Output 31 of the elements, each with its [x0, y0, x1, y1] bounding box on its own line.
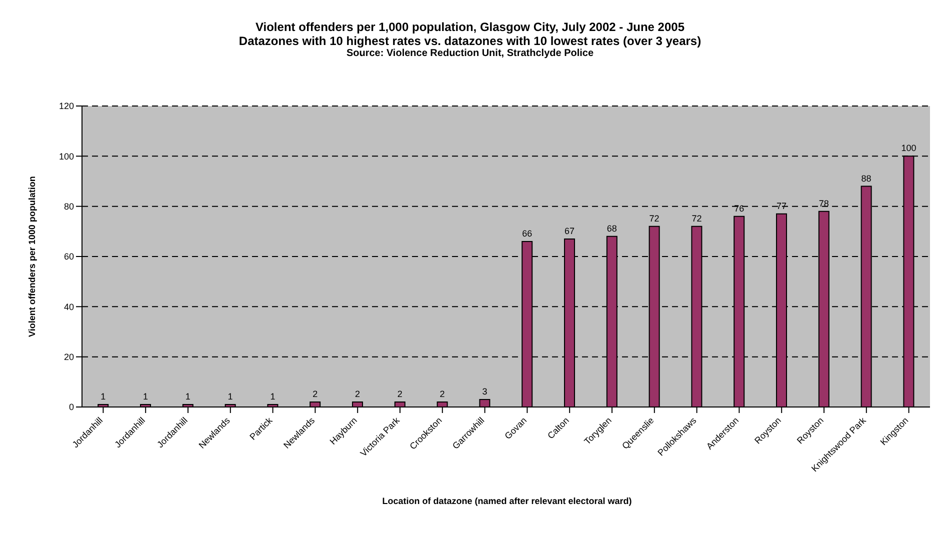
x-axis-title: Location of datazone (named after relevant electoral ward): [381, 496, 633, 506]
data-label: 2: [312, 388, 318, 399]
data-label: 1: [100, 391, 106, 402]
data-label: 67: [564, 226, 575, 236]
chart-subtitle: Datazones with 10 highest rates vs. datazones with 10 lowest rates (over 3 years): [238, 34, 702, 48]
data-label: 1: [228, 391, 233, 402]
y-tick-label: 20: [64, 352, 74, 362]
y-axis-title: Violent offenders per 1000 population: [27, 176, 38, 337]
y-tick-label: 120: [58, 101, 74, 112]
data-label: 2: [397, 388, 402, 399]
data-label: 1: [185, 391, 190, 402]
data-label: 1: [270, 391, 276, 402]
data-label: 2: [355, 388, 360, 399]
data-label: 76: [734, 203, 744, 214]
data-label: 100: [901, 143, 916, 154]
source-note: Source: Violence Reduction Unit, Strathclyde Police: [345, 48, 595, 59]
data-label: 72: [692, 213, 702, 224]
data-label: 2: [440, 388, 445, 399]
data-label: 3: [482, 386, 488, 396]
data-label: 68: [606, 223, 617, 234]
y-tick-label: 60: [64, 252, 74, 262]
data-label: 72: [649, 213, 660, 224]
chart-title: Violent offenders per 1,000 population, Glasgow City, July 2002 - June 2005: [254, 20, 686, 34]
data-label: 66: [522, 228, 532, 238]
y-tick-label: 0: [68, 402, 74, 412]
y-tick-label: 100: [58, 151, 74, 162]
y-tick-label: 40: [64, 302, 74, 312]
data-label: 88: [861, 173, 872, 184]
data-label: 1: [143, 391, 148, 402]
y-tick-label: 80: [64, 202, 74, 212]
data-label: 77: [776, 200, 787, 211]
